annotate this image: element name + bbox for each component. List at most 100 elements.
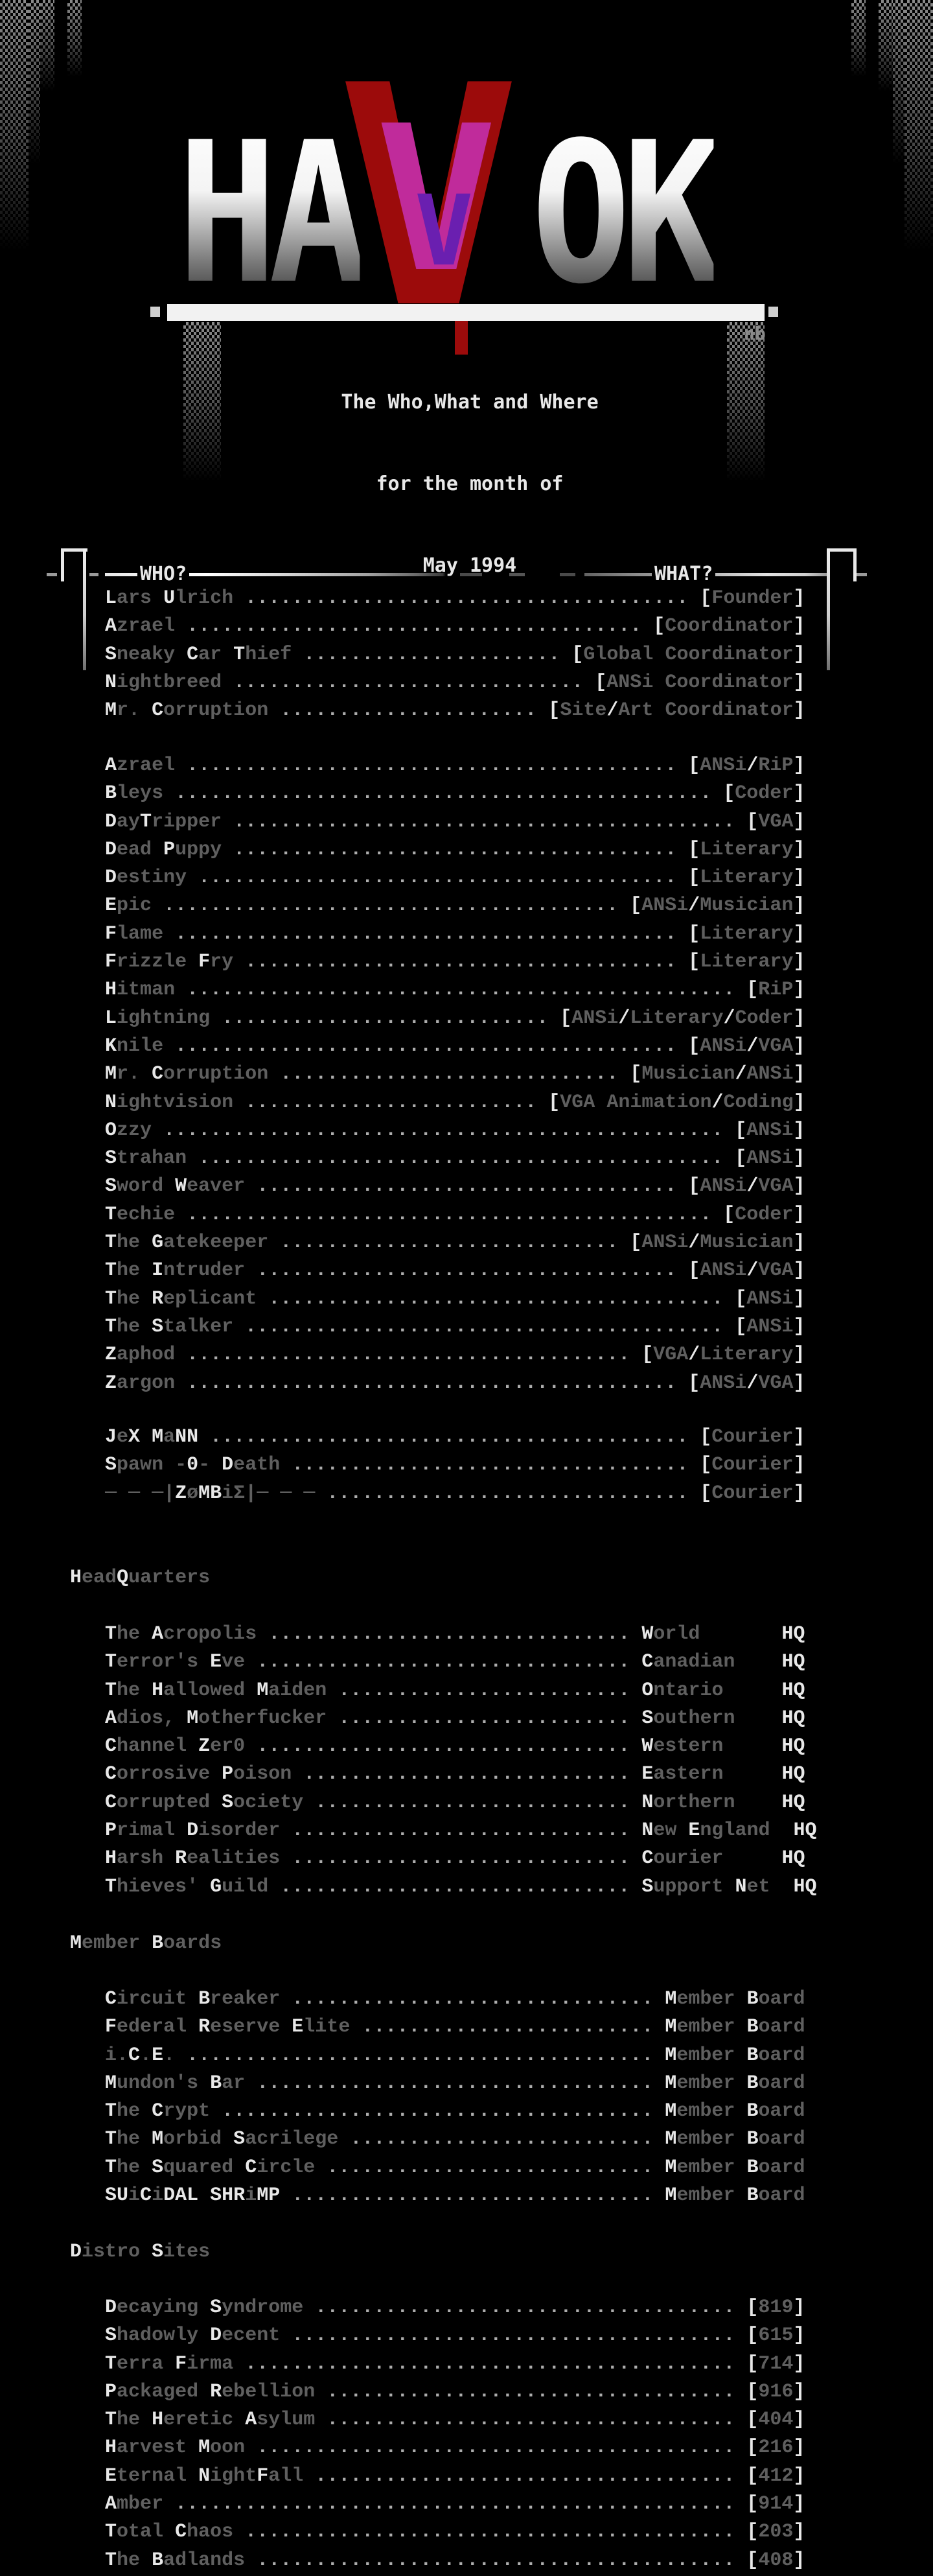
list-item: Epic ...................................… [105, 895, 805, 917]
list-item: Hitman .................................… [105, 979, 805, 1001]
bar-cap-right [768, 307, 778, 317]
member-boards-title: Member Boards [70, 1932, 222, 1954]
dither-column [67, 0, 82, 76]
box-corner-right [830, 548, 857, 581]
box-corner-left [61, 548, 87, 581]
bar-cap-left [150, 307, 160, 317]
list-item: Channel Zer0 ...........................… [105, 1735, 805, 1758]
courier-list: JeX MaNN ...............................… [105, 1423, 805, 1508]
list-item: Federal Reserve Elite ..................… [105, 2016, 805, 2039]
who-what-rule [89, 573, 827, 576]
dither-column [40, 0, 54, 91]
list-item: Primal Disorder ........................… [105, 1820, 817, 1842]
list-item: Eternal NightFall ......................… [105, 2465, 805, 2487]
list-item: The Hallowed Maiden ....................… [105, 1679, 805, 1702]
list-item: Mr. Corruption .........................… [105, 1063, 805, 1086]
list-item: The Stalker ............................… [105, 1315, 805, 1338]
headquarters-title: HeadQuarters [70, 1567, 211, 1589]
logo-v-magenta: V [376, 83, 497, 317]
list-item: Zaphod .................................… [105, 1344, 805, 1366]
list-item: The Squared Circle .....................… [105, 2156, 805, 2179]
dither-column [851, 0, 866, 76]
artist-list: Azrael .................................… [105, 752, 805, 1398]
list-item: Terra Firma ............................… [105, 2352, 805, 2375]
dither-column [904, 0, 933, 250]
list-item: The Gatekeeper .........................… [105, 1232, 805, 1254]
list-item: The Replicant ..........................… [105, 1287, 805, 1310]
list-item: Destiny ................................… [105, 867, 805, 889]
box-dash-right [857, 573, 867, 576]
list-item: Amber ..................................… [105, 2493, 805, 2516]
list-item: Techie .................................… [105, 1203, 805, 1226]
list-item: JeX MaNN ...............................… [105, 1426, 805, 1448]
member-board-list: Circuit Breaker ........................… [105, 1985, 805, 2210]
list-item: Mundon's Bar ...........................… [105, 2072, 805, 2094]
list-item: i.C.E. .................................… [105, 2044, 805, 2067]
list-item: Corrupted Society ......................… [105, 1791, 805, 1814]
list-item: Nightbreed .............................… [105, 671, 805, 694]
tagline-line-1: The Who,What and Where [341, 391, 599, 414]
list-item: Flame ..................................… [105, 922, 805, 945]
logo-letters-left: HA [178, 100, 368, 327]
box-vline-right [827, 548, 830, 670]
dither-drip-right [727, 322, 765, 481]
dither-column [29, 0, 40, 163]
logo-v-red: V [337, 21, 520, 375]
dither-drip-left [183, 322, 221, 481]
list-item: Lars Ulrich ............................… [105, 587, 805, 609]
list-item: Harvest Moon ...........................… [105, 2437, 805, 2459]
dither-column [893, 0, 904, 163]
list-item: Thieves' Guild .........................… [105, 1875, 817, 1898]
distro-sites-title: Distro Sites [70, 2241, 211, 2263]
list-item: The Crypt ..............................… [105, 2100, 805, 2123]
logo-letters-right: OK [531, 100, 722, 327]
logo-underline-bar [167, 304, 765, 321]
what-label: WHAT? [652, 560, 716, 588]
list-item: Sword Weaver ...........................… [105, 1175, 805, 1198]
hq-list: The Acropolis ..........................… [105, 1621, 817, 1901]
list-item: Decaying Syndrome ......................… [105, 2297, 805, 2319]
list-item: DayTripper .............................… [105, 810, 805, 833]
list-item: Harsh Realities ........................… [105, 1847, 805, 1870]
logo-v-tip [455, 321, 468, 355]
list-item: Spawn -0- Death ........................… [105, 1454, 805, 1477]
box-dash-left [47, 573, 57, 576]
tagline: The Who,What and Where for the month of … [0, 334, 933, 607]
list-item: Adios, Motherfucker ....................… [105, 1707, 805, 1729]
list-item: SUiCiDAL SHRiMP ........................… [105, 2184, 805, 2207]
list-item: Dead Puppy .............................… [105, 838, 805, 861]
staff-list: Lars Ulrich ............................… [105, 585, 805, 725]
list-item: The Intruder ...........................… [105, 1259, 805, 1282]
list-item: Shadowly Decent ........................… [105, 2324, 805, 2347]
list-item: The Heretic Asylum .....................… [105, 2409, 805, 2431]
dither-column [879, 0, 893, 91]
list-item: Zargon .................................… [105, 1372, 805, 1394]
list-item: The Acropolis ..........................… [105, 1623, 805, 1645]
list-item: Azrael .................................… [105, 755, 805, 777]
list-item: Strahan ................................… [105, 1147, 805, 1170]
list-item: Corrosive Poison .......................… [105, 1763, 805, 1786]
distro-site-list: Decaying Syndrome ......................… [105, 2294, 805, 2575]
list-item: Frizzle Fry ............................… [105, 951, 805, 974]
list-item: Bleys ..................................… [105, 782, 805, 805]
list-item: Circuit Breaker ........................… [105, 1988, 805, 2010]
list-item: Packaged Rebellion .....................… [105, 2380, 805, 2403]
list-item: Mr. Corruption ...................... [S… [105, 699, 805, 722]
list-item: Nightvision ......................... [V… [105, 1091, 805, 1114]
list-item: The Morbid Sacrilege ...................… [105, 2128, 805, 2151]
list-item: Lightning ............................ [… [105, 1007, 805, 1029]
list-item: ─ ─ ─|ZøMBiΣ|─ ─ ─ .....................… [105, 1482, 805, 1505]
box-vline-left [83, 548, 86, 670]
list-item: Azrael .................................… [105, 615, 805, 638]
logo-v-purple: V [415, 175, 474, 288]
list-item: The Badlands ...........................… [105, 2549, 805, 2571]
dither-column [0, 0, 29, 250]
list-item: Total Chaos ............................… [105, 2521, 805, 2544]
tagline-line-2: for the month of [376, 473, 564, 495]
who-label: WHO? [137, 560, 190, 588]
list-item: Terror's Eve ...........................… [105, 1651, 805, 1674]
list-item: Sneaky Car Thief ...................... … [105, 643, 805, 666]
list-item: Knile ..................................… [105, 1035, 805, 1057]
list-item: Ozzy ...................................… [105, 1119, 805, 1142]
